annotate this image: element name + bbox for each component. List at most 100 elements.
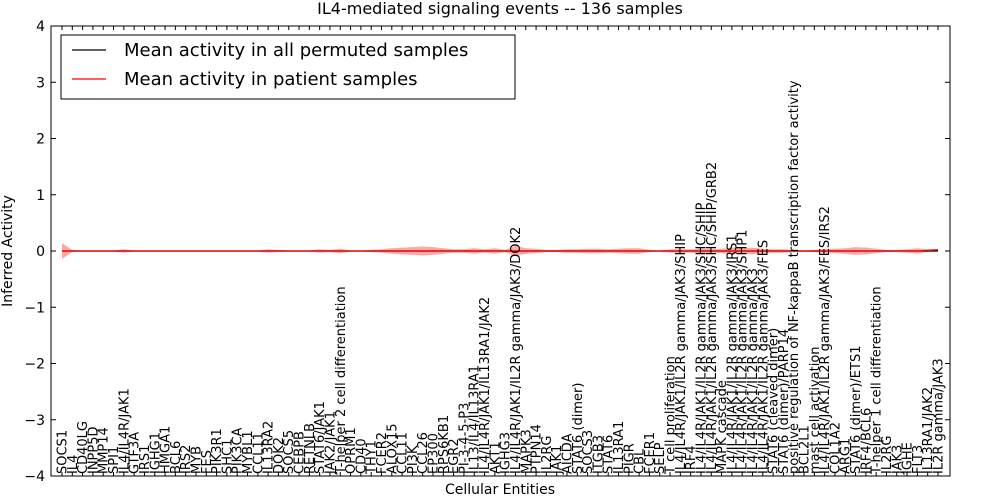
x-tick-label: T-helper 1 cell differentiation [870,286,885,475]
x-tick-label: CCL26 [416,432,431,474]
legend-label-patient: Mean activity in patient samples [124,69,418,90]
x-tick-label: IL4/IL4R/JAK1/IL2R gamma/JAK3/FES [756,240,771,474]
x-tick-label: IRS1 [138,445,153,474]
x-tick-label: IGHE [901,442,916,474]
x-tick-label: PTPN14 [530,424,545,474]
x-tick-label: ITGB3 [591,435,606,474]
y-tick-label: 1 [36,188,45,204]
y-tick-label: −4 [24,469,45,485]
x-tick-label: PIK3CA [231,427,246,474]
x-tick-label: DOK2 [272,437,287,474]
x-tick-label: MYBL1 [241,430,256,474]
x-tick-label: SOCS1 [56,430,71,474]
x-tick-label: FCER2 [375,432,390,474]
x-tick-label: JAK2/JAK1 [324,411,339,475]
x-tick-label: SOCS5 [282,430,297,474]
x-tick-label: positive regulation of NF-kappaB transcr… [787,80,802,474]
x-tick-label: JAK3 [890,445,905,475]
x-tick-label: STAT6 [602,435,617,474]
x-tick-label: PI3K [406,445,421,474]
x-tick-label: IL4/IL4R/JAK1/IL2R gamma/JAK3/DOK2 [509,227,524,474]
x-tick-label: IL4/IL4R/JAK1/IL2R gamma/JAK3/SHC/SHIP [695,202,710,474]
x-tick-label: BCL2L1 [798,425,813,474]
x-tick-label: IL13RA2 [262,421,277,474]
x-tick-label: IL4 [66,455,81,474]
x-tick-label: COL1A2 [828,422,843,474]
x-tick-label: THY1 [365,440,380,475]
x-tick-label: IL4/IL4R/JAK1/IL2R gamma/JAK3/SHC/SHIP/G… [705,162,720,474]
x-tick-label: GTF3A [128,432,143,474]
x-tick-label: IL4/IL4R/JAK1/IL2R gamma/JAK3 [746,268,761,474]
x-tick-label: IL4/IL4R/JAK1/IL2R gamma/JAK3/SHP1 [736,230,751,474]
x-tick-label: SPI1 [107,446,122,474]
x-tick-label: STAT6 (dimer) [571,383,586,474]
y-tick-label: 2 [36,132,45,148]
x-tick-label: IRS2 [179,445,194,474]
x-tick-label: IL4/IL4R/JAK1/IL2R gamma/JAK3/SHIP [674,234,689,474]
x-tick-label: IRF4/BCL6 [859,408,874,474]
x-axis-label: Cellular Entities [445,482,555,498]
x-tick-label: mast cell activation [808,346,823,474]
x-tick-label: CD40LG [76,421,91,474]
x-tick-label: IL4/IL4R/JAK1/IL13RA1/JAK2 [478,297,493,474]
y-tick-label: −3 [24,413,45,429]
x-tick-label: FES [200,450,215,474]
x-tick-label: T-helper 2 cell differentiation [334,286,349,475]
x-tick-label: HMGA1 [159,426,174,474]
x-tick-label: MAPK cascade [715,380,730,474]
x-tick-label: IL2RG [540,436,555,474]
x-tick-label: IL2RG [880,436,895,474]
x-tick-label: CCL11 [396,432,411,474]
x-tick-label: RPS6KB1 [437,415,452,474]
x-tick-label: ALOX15 [385,423,400,474]
x-tick-label: RETNLB [303,423,318,474]
x-tick-label: T cell proliferation [664,356,679,475]
y-tick-label: 3 [36,75,45,91]
x-tick-label: PIK3R1 [210,428,225,474]
legend: Mean activity in all permuted samples Me… [60,34,516,100]
x-tick-label: MMP14 [97,427,112,474]
x-tick-label: CCL11 [251,432,266,474]
x-tick-label: SHC1 [220,439,235,474]
series-line-patient [62,249,939,252]
x-tick-label: AKT1 [488,441,503,474]
x-tick-label: FLT3 [911,445,926,474]
y-tick-label: −1 [24,300,45,316]
x-tick-label: OPRM1 [344,427,359,474]
x-tick-label: JAK1 [550,445,565,475]
x-tick-label: CBL [633,448,648,474]
x-tick-label: ARG1 [839,438,854,474]
x-tick-label: STAT6 (dimer)/ETS1 [849,346,864,474]
y-axis-label: Inferred Activity [0,195,16,307]
x-tick-label: PI-3-4-5-P3 [457,403,472,474]
x-tick-label: IL13/IL4/IL13RA1 [468,365,483,474]
x-tick-label: EGR2 [447,438,462,474]
x-tick-label: IL4/IL4R/JAK1/IL2R gamma/JAK3/IRS1 [725,234,740,474]
x-tick-label: MAPK3 [519,429,534,474]
x-tick-label: EP300 [427,433,442,474]
x-tick-label: PIGR [622,443,637,474]
y-tick-label: 4 [36,19,45,35]
x-tick-label: IL2R gamma/JAK3 [932,358,947,474]
y-tick-label: −2 [24,357,45,373]
x-tick-label: IL13RA1 [612,421,627,474]
x-tick-label: MYB [190,446,205,474]
x-tick-label: FCER1 [643,432,658,474]
x-tick-label: STAT6/JAK1 [313,401,328,474]
series-line-layer [62,249,939,252]
x-tick-label: INPP5D [86,426,101,474]
y-axis: −4 −3 −2 −1 0 1 2 3 4 [24,19,950,485]
x-tick-label: BCL6 [169,441,184,474]
x-tick-label: STAT6 (cleaved dimer) [767,328,782,474]
x-tick-label: SOCS3 [581,430,596,474]
chart-title: IL4-mediated signaling events -- 136 sam… [317,0,683,18]
x-tick-label: IRF4 [684,445,699,474]
x-tick-label: STAT6 (dimer)/PARP14 [777,329,792,474]
x-tick-label: IL13RA1/JAK2 [921,387,936,474]
y-tick-label: 0 [36,244,45,260]
x-tick-label: IL4/IL4R/JAK1/IL2R gamma/JAK3/FES/IRS2 [818,206,833,474]
x-tick-label: CD40 [354,438,369,474]
x-tick-label: AICDA [561,433,576,474]
